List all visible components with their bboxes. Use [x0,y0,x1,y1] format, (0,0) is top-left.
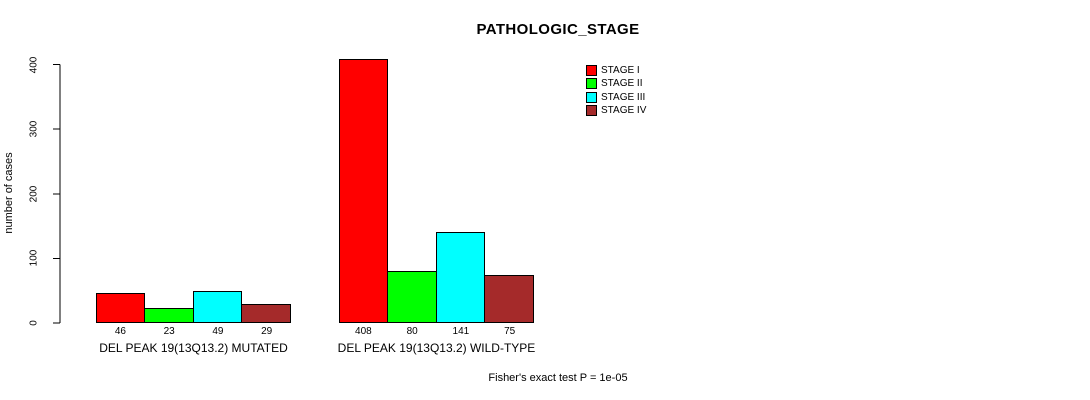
bar-value-label: 46 [114,326,126,337]
y-tick-label: 0 [28,320,40,326]
y-tick-label: 200 [28,185,40,203]
y-tick-label: 300 [28,120,40,138]
bar-value-label: 141 [452,326,470,337]
bar-value-label: 23 [163,326,175,337]
bar-del-peak-19-13q13-2-wild-type-stage-i [339,59,388,323]
bar-del-peak-19-13q13-2-wild-type-stage-iv [484,274,534,323]
bar-value-label: 75 [504,326,516,337]
legend-item-stage-ii: STAGE II [586,77,646,90]
legend: STAGE I STAGE II STAGE III STAGE IV [586,64,646,117]
bar-value-label: 80 [406,326,418,337]
legend-label: STAGE II [601,78,643,90]
legend-swatch-icon-stage-ii [586,78,597,90]
bar-value-label: 29 [261,326,273,337]
bar-del-peak-19-13q13-2-wild-type-stage-iii [435,231,486,323]
group-label-del-peak-19-13q13-2-wild-type: DEL PEAK 19(13Q13.2) WILD-TYPE [337,341,536,355]
y-tick-label: 400 [28,56,40,73]
bar-del-peak-19-13q13-2-mutated-stage-iv [241,304,291,323]
fisher-test-note: Fisher's exact test P = 1e-05 [488,372,628,384]
bar-value-label: 408 [355,326,372,337]
y-tick-label: 100 [28,250,40,267]
legend-item-stage-iii: STAGE III [586,91,646,104]
legend-label: STAGE I [601,65,640,77]
y-axis [53,64,61,324]
legend-item-stage-iv: STAGE IV [586,104,646,117]
bar-del-peak-19-13q13-2-mutated-stage-ii [143,308,194,323]
bar-del-peak-19-13q13-2-wild-type-stage-ii [386,271,437,323]
bar-del-peak-19-13q13-2-mutated-stage-i [96,293,145,323]
bar-value-label: 49 [212,326,224,337]
legend-swatch-icon-stage-i [586,65,597,77]
legend-item-stage-i: STAGE I [586,64,646,77]
chart-title: PATHOLOGIC_STAGE [476,21,640,38]
legend-label: STAGE IV [601,105,647,117]
group-label-del-peak-19-13q13-2-mutated: DEL PEAK 19(13Q13.2) MUTATED [99,341,288,355]
legend-swatch-icon-stage-iv [586,105,597,117]
legend-swatch-icon-stage-iii [586,91,597,103]
bar-del-peak-19-13q13-2-mutated-stage-iii [192,291,243,323]
legend-label: STAGE III [601,91,646,103]
